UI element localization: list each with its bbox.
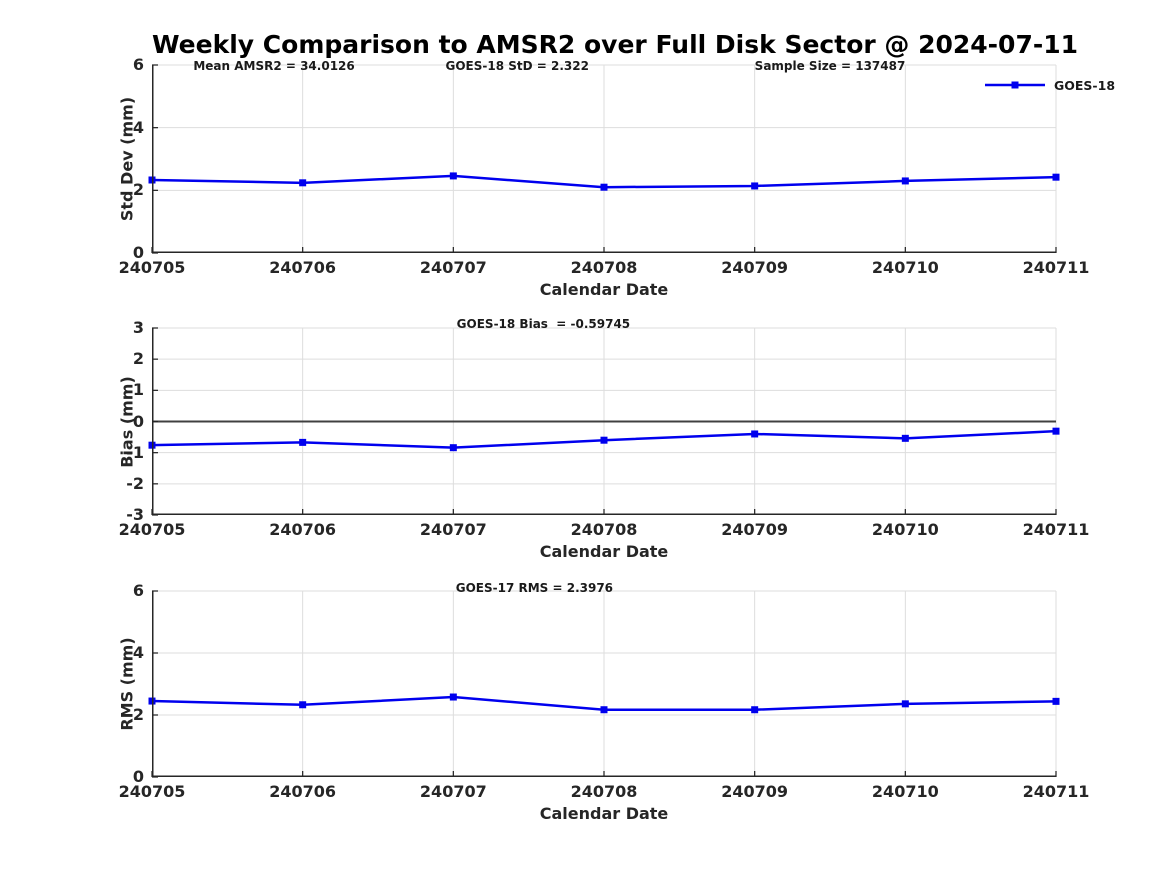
y-tick-label: 1 <box>132 380 144 400</box>
xlabel-calendar-date-2: Calendar Date <box>539 542 669 561</box>
x-tick-label: 240710 <box>871 258 939 277</box>
ylabel-std-dev: Std Dev (mm) <box>117 96 137 222</box>
y-tick-label: 6 <box>132 581 144 600</box>
y-tick-label: 0 <box>132 767 144 786</box>
x-tick-label: 240706 <box>269 782 337 801</box>
xlabel-calendar-date-3: Calendar Date <box>539 804 669 823</box>
y-tick-label: 2 <box>132 180 144 200</box>
y-tick-label: 0 <box>132 411 144 431</box>
y-tick-label: 2 <box>132 349 144 369</box>
x-tick-label: 240709 <box>721 782 789 801</box>
x-tick-label: 240711 <box>1022 258 1090 277</box>
x-tick-label: 240705 <box>118 782 186 801</box>
plot-area-bias <box>148 327 1060 516</box>
y-tick-label: 6 <box>132 55 144 74</box>
x-tick-label: 240705 <box>118 258 186 277</box>
x-tick-label: 240706 <box>269 520 337 539</box>
x-tick-label: 240711 <box>1022 520 1090 539</box>
annotation-goes18-std: GOES-18 StD = 2.322 <box>445 59 589 73</box>
y-tick-label: -2 <box>126 473 144 493</box>
y-tick-label: -1 <box>126 442 144 462</box>
x-tick-label: 240707 <box>419 258 487 277</box>
plot-area-std-dev <box>148 64 1060 254</box>
figure-title: Weekly Comparison to AMSR2 over Full Dis… <box>152 30 1079 59</box>
y-tick-label: 4 <box>132 643 144 662</box>
y-tick-label: 3 <box>132 318 144 337</box>
x-tick-label: 240710 <box>871 782 939 801</box>
legend-label: GOES-18 <box>1054 77 1116 93</box>
x-tick-label: 240709 <box>721 258 789 277</box>
x-tick-label: 240710 <box>871 520 939 539</box>
legend-line-marker-icon <box>985 81 1045 89</box>
x-tick-label: 240707 <box>419 520 487 539</box>
xlabel-calendar-date-1: Calendar Date <box>539 280 669 299</box>
x-tick-label: 240711 <box>1022 782 1090 801</box>
y-tick-label: 0 <box>132 243 144 262</box>
y-tick-label: 2 <box>132 705 144 724</box>
x-tick-label: 240707 <box>419 782 487 801</box>
x-tick-label: 240708 <box>570 782 638 801</box>
x-tick-label: 240705 <box>118 520 186 539</box>
x-tick-label: 240708 <box>570 520 638 539</box>
plot-area-rms <box>148 590 1060 778</box>
annotation-mean-amsr2: Mean AMSR2 = 34.0126 <box>193 59 355 73</box>
annotation-sample-size: Sample Size = 137487 <box>754 59 906 73</box>
y-tick-label: -3 <box>126 505 144 524</box>
legend: GOES-18 <box>985 77 1115 93</box>
y-tick-label: 4 <box>132 117 144 137</box>
x-tick-label: 240709 <box>721 520 789 539</box>
x-tick-label: 240708 <box>570 258 638 277</box>
x-tick-label: 240706 <box>269 258 337 277</box>
annotation-goes18-bias: GOES-18 Bias = -0.59745 <box>456 317 631 331</box>
annotation-goes17-rms: GOES-17 RMS = 2.3976 <box>455 581 614 595</box>
